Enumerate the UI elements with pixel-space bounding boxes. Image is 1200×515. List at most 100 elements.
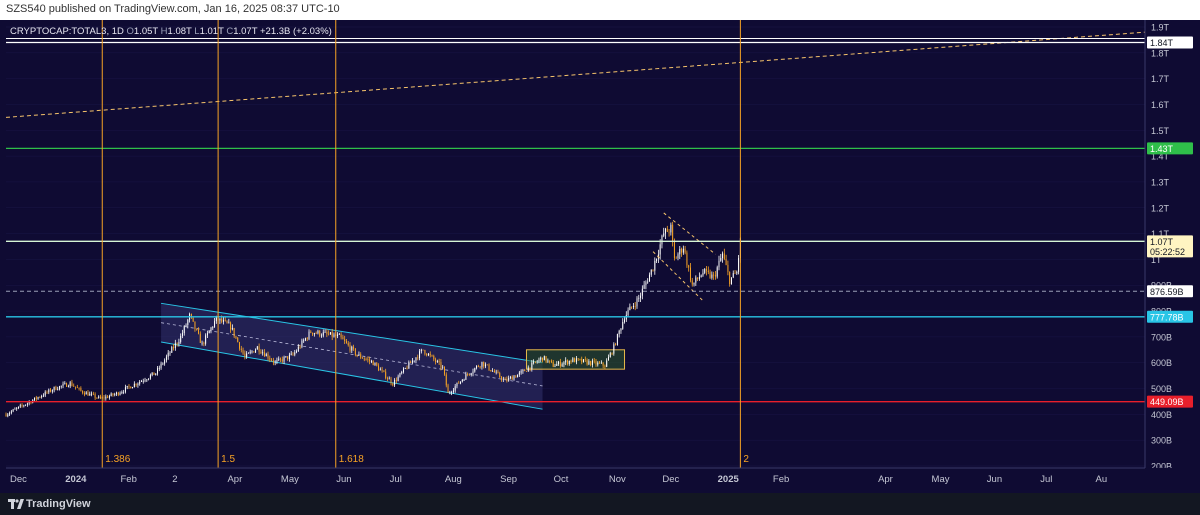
candle — [584, 359, 586, 361]
channel-lower-line[interactable] — [160, 341, 543, 410]
candle — [262, 352, 264, 354]
time-tick-label: Feb — [121, 474, 137, 485]
candle — [470, 373, 472, 375]
candle — [28, 401, 30, 404]
candle — [10, 411, 12, 414]
candle — [688, 265, 690, 268]
candle — [684, 248, 686, 253]
candle — [714, 275, 716, 277]
candle — [185, 324, 187, 327]
candle — [228, 322, 230, 324]
candle — [397, 376, 399, 381]
candle — [609, 353, 611, 358]
candle — [602, 362, 604, 366]
candle — [558, 361, 560, 365]
candle — [135, 383, 137, 386]
fib-time-label: 2 — [743, 454, 749, 465]
candle — [497, 371, 499, 374]
level-price-tag — [1147, 142, 1193, 155]
candle — [452, 390, 454, 393]
price-tick-label: 600B — [1151, 358, 1172, 368]
candle — [173, 347, 175, 349]
candle — [616, 333, 618, 345]
candle — [559, 361, 561, 366]
published-info: SZS540 published on TradingView.com, Jan… — [6, 3, 340, 15]
candle — [436, 361, 438, 362]
candle — [492, 370, 494, 372]
candle — [620, 328, 622, 331]
time-tick-label: 2024 — [65, 474, 87, 485]
time-tick-label: Oct — [554, 474, 569, 485]
candle — [547, 360, 549, 362]
candle — [645, 282, 647, 285]
candle — [707, 270, 709, 273]
candle — [124, 387, 126, 392]
candle — [622, 322, 624, 329]
candle — [656, 258, 658, 261]
brand-name[interactable]: TradingView — [26, 498, 91, 510]
legend-part: 1.05T — [134, 26, 158, 37]
candle — [287, 356, 289, 359]
consolidation-box[interactable] — [525, 349, 626, 370]
candle — [615, 344, 617, 346]
candle — [349, 345, 351, 351]
candle — [542, 357, 544, 361]
candle — [427, 353, 429, 356]
candle — [536, 361, 538, 363]
wedge-upper-line[interactable] — [663, 212, 716, 255]
candle — [529, 367, 531, 370]
candle — [71, 382, 73, 386]
candle — [281, 359, 283, 362]
candle — [381, 369, 383, 371]
time-tick-label: 2025 — [718, 474, 740, 485]
candle — [501, 377, 503, 380]
level-price-tag — [1147, 285, 1193, 298]
candle — [44, 391, 46, 396]
candle — [563, 362, 565, 365]
candle — [315, 333, 317, 334]
candle — [137, 383, 139, 386]
candle — [394, 380, 396, 386]
candle — [458, 382, 460, 384]
candle — [244, 353, 246, 357]
candle — [643, 284, 645, 289]
candle — [611, 353, 613, 354]
level-price-label: 449.09B — [1150, 397, 1184, 407]
candle — [224, 320, 226, 321]
price-tick-label: 1.8T — [1151, 48, 1170, 58]
candle — [590, 361, 592, 365]
price-tick-label: 500B — [1151, 384, 1172, 394]
candle — [729, 271, 731, 285]
tradingview-logo-icon[interactable] — [8, 497, 24, 511]
candle — [16, 408, 18, 409]
candle — [69, 382, 71, 387]
channel-upper-line[interactable] — [160, 302, 543, 364]
candle — [215, 315, 217, 322]
candle — [604, 365, 606, 367]
price-tick-label: 1.9T — [1151, 23, 1170, 33]
candle — [672, 224, 674, 242]
candle — [87, 392, 89, 396]
candle — [718, 260, 720, 268]
candle — [338, 334, 340, 335]
price-chart[interactable]: 1.3861.51.6182200B300B400B500B600B700B80… — [0, 20, 1200, 493]
candle — [533, 361, 535, 363]
candle — [549, 360, 551, 362]
level-price-label: 1.84T — [1150, 38, 1174, 48]
fib-time-label: 1.386 — [105, 454, 130, 465]
channel-mid-line — [161, 322, 543, 387]
candle — [390, 378, 392, 384]
price-tick-label: 1.6T — [1151, 100, 1170, 110]
candle — [91, 393, 93, 395]
candle — [296, 350, 298, 353]
candle — [231, 328, 233, 330]
candle — [242, 349, 244, 354]
candle — [256, 346, 258, 350]
candle — [57, 389, 59, 391]
trendline-dashed[interactable] — [5, 31, 1146, 118]
candle — [34, 397, 36, 401]
candle — [451, 392, 453, 393]
candle — [265, 354, 267, 357]
candle — [353, 346, 355, 349]
